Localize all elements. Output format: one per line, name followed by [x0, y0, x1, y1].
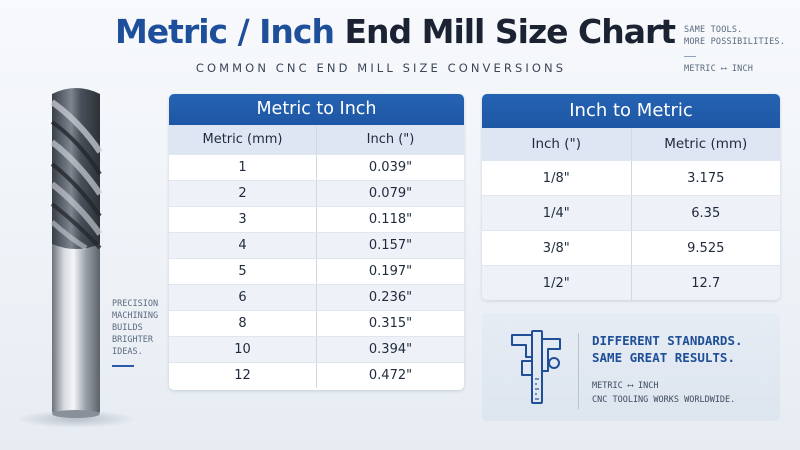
table-title: Metric to Inch: [169, 94, 464, 125]
table-cell: 5: [238, 264, 247, 279]
column-header: Metric (mm): [630, 128, 781, 160]
table-cell: 0.236": [316, 285, 464, 310]
column-header: Inch ("): [531, 136, 582, 152]
table-row: 1/8" 3.175: [482, 160, 780, 195]
table-row: 1/4" 6.35: [482, 195, 780, 230]
side-note-line: BUILDS: [112, 323, 143, 333]
table-title: Inch to Metric: [482, 94, 780, 128]
title-accent: Metric / Inch: [114, 12, 335, 51]
table-cell: 8: [238, 316, 247, 331]
side-note-line: IDEAS.: [112, 347, 143, 357]
title-rest: End Mill Size Chart: [344, 12, 676, 51]
table-cell: 3.175: [630, 161, 781, 195]
table-cell: 12: [234, 368, 251, 383]
table-cell: 1: [238, 160, 247, 175]
table-row: 3/8" 9.525: [482, 230, 780, 265]
table-cell: 0.315": [316, 311, 464, 336]
table-cell: 2: [238, 186, 247, 201]
table-cell: 10: [234, 342, 251, 357]
column-header: Metric (mm): [202, 132, 283, 147]
side-note-accent-bar: [112, 365, 134, 367]
table-row: 1 0.039": [169, 154, 464, 180]
info-divider: [578, 333, 579, 409]
end-mill-icon: [50, 88, 103, 418]
table-row: 5 0.197": [169, 258, 464, 284]
caliper-icon: [511, 330, 561, 404]
inch-to-metric-table: Inch to Metric Inch (") Metric (mm) 1/8"…: [482, 94, 780, 300]
side-note-line: PRECISION: [112, 299, 159, 309]
info-subtext: METRIC ⟷ INCH CNC TOOLING WORKS WORLDWID…: [592, 379, 735, 407]
table-column-headers: Metric (mm) Inch ("): [169, 125, 464, 154]
table-cell: 0.157": [316, 233, 464, 258]
info-subtext-line: METRIC ⟷ INCH: [592, 381, 659, 391]
column-header: Inch ("): [316, 125, 464, 154]
tool-shadow: [16, 410, 136, 428]
info-headline-line: DIFFERENT STANDARDS.: [592, 333, 743, 348]
table-cell: 0.079": [316, 181, 464, 206]
side-note-line: MACHINING: [112, 311, 159, 321]
table-cell: 0.118": [316, 207, 464, 232]
table-cell: 1/4": [542, 206, 570, 221]
info-subtext-line: CNC TOOLING WORKS WORLDWIDE.: [592, 395, 736, 405]
table-cell: 9.525: [630, 231, 781, 265]
side-note-line: BRIGHTER: [112, 335, 153, 345]
table-cell: 6.35: [630, 196, 781, 230]
table-cell: 0.394": [316, 337, 464, 362]
table-row: 2 0.079": [169, 180, 464, 206]
table-cell: 0.039": [316, 155, 464, 180]
table-cell: 0.197": [316, 259, 464, 284]
info-headline-line: SAME GREAT RESULTS.: [592, 350, 735, 365]
table-cell: 1/8": [542, 171, 570, 186]
corner-note-line: METRIC ⟷ INCH: [684, 64, 754, 74]
table-row: 4 0.157": [169, 232, 464, 258]
table-cell: 12.7: [630, 266, 781, 300]
corner-note-line: MORE POSSIBILITIES.: [684, 37, 786, 47]
corner-note-divider: [684, 56, 696, 57]
table-cell: 3: [238, 212, 247, 227]
table-row: 12 0.472": [169, 362, 464, 388]
table-row: 6 0.236": [169, 284, 464, 310]
side-note: PRECISION MACHINING BUILDS BRIGHTER IDEA…: [112, 298, 158, 367]
table-row: 8 0.315": [169, 310, 464, 336]
table-cell: 3/8": [542, 241, 570, 256]
info-card: DIFFERENT STANDARDS. SAME GREAT RESULTS.…: [482, 313, 780, 421]
corner-note: SAME TOOLS. MORE POSSIBILITIES. METRIC ⟷…: [684, 24, 785, 75]
table-cell: 4: [238, 238, 247, 253]
corner-note-line: SAME TOOLS.: [684, 25, 743, 35]
table-row: 1/2" 12.7: [482, 265, 780, 300]
table-cell: 1/2": [542, 276, 570, 291]
page-subtitle: COMMON CNC END MILL SIZE CONVERSIONS: [195, 61, 567, 75]
table-cell: 0.472": [316, 363, 464, 388]
page-title: Metric / Inch End Mill Size Chart: [0, 12, 790, 51]
table-cell: 6: [238, 290, 247, 305]
info-headline: DIFFERENT STANDARDS. SAME GREAT RESULTS.: [592, 332, 743, 366]
table-row: 10 0.394": [169, 336, 464, 362]
metric-to-inch-table: Metric to Inch Metric (mm) Inch (") 1 0.…: [169, 94, 464, 390]
table-row: 3 0.118": [169, 206, 464, 232]
table-column-headers: Inch (") Metric (mm): [482, 128, 780, 160]
